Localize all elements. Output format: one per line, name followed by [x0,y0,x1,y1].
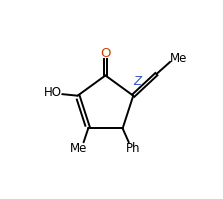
Text: Me: Me [170,52,187,65]
Text: Z: Z [133,75,141,88]
Text: Ph: Ph [126,142,141,155]
Text: Me: Me [70,142,88,155]
Text: O: O [100,47,111,60]
Text: HO: HO [44,86,62,99]
